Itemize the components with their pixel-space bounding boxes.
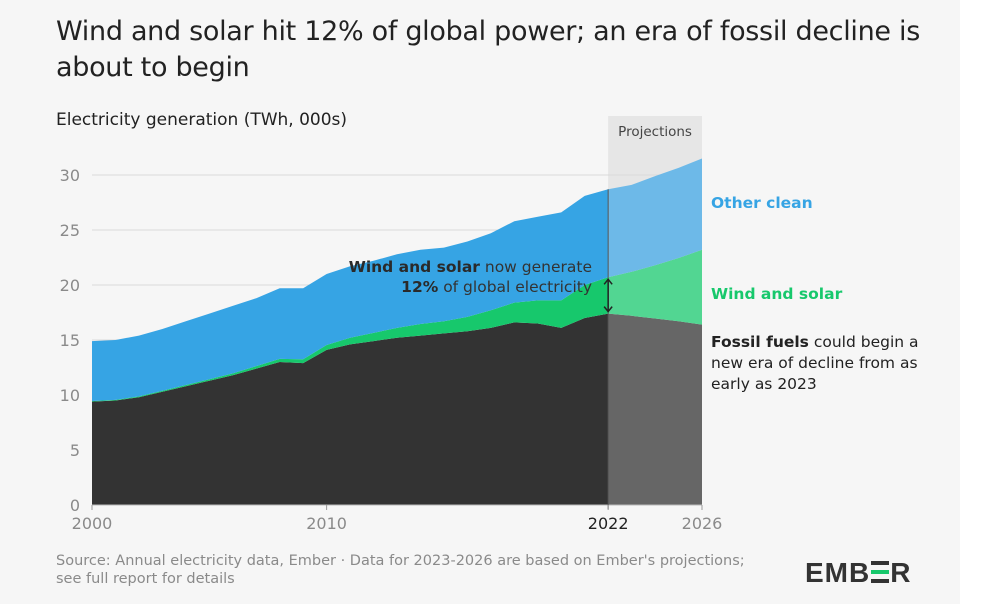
- y-tick-label: 25: [60, 221, 80, 240]
- x-tick-label: 2022: [588, 514, 629, 533]
- annotation-bold-2: 12%: [401, 278, 439, 296]
- area-fossil-fuels-projection: [608, 313, 702, 505]
- fossil-note-bold: Fossil fuels: [711, 333, 809, 351]
- logo-text: EMB: [805, 557, 871, 588]
- arrow-head-up: [603, 278, 613, 285]
- area-wind-and-solar-projection: [608, 249, 702, 325]
- y-tick-label: 5: [70, 441, 80, 460]
- area-other-clean: [92, 189, 609, 402]
- y-tick-label: 10: [60, 386, 80, 405]
- label-other-clean: Other clean: [711, 194, 813, 212]
- chart-title: Wind and solar hit 12% of global power; …: [56, 16, 920, 83]
- x-tick-label: 2026: [682, 514, 723, 533]
- fossil-note-text: could begin a new era of decline from as…: [711, 333, 919, 393]
- logo-text: R: [890, 557, 912, 588]
- area-other-clean-projection: [608, 158, 702, 278]
- source-note: Source: Annual electricity data, Ember ·…: [56, 553, 745, 587]
- annotation-text-2: of global electricity: [438, 278, 592, 296]
- y-tick-label: 15: [60, 331, 80, 350]
- annotation-bold-1: Wind and solar: [348, 258, 480, 276]
- y-tick-label: 30: [60, 166, 80, 185]
- x-tick-label: 2000: [72, 514, 113, 533]
- logo-e-bars: [871, 561, 890, 583]
- area-wind-and-solar: [92, 277, 609, 402]
- annotation-text-1: now generate: [479, 258, 592, 276]
- arrow-head-down: [603, 306, 613, 313]
- y-tick-label: 20: [60, 276, 80, 295]
- area-fossil-fuels: [92, 313, 609, 505]
- projection-label: Projections: [618, 124, 692, 140]
- label-fossil-fuels: Fossil fuels could begin a new era of de…: [711, 332, 951, 395]
- y-axis-label: Electricity generation (TWh, 000s): [56, 110, 348, 130]
- x-tick-label: 2010: [306, 514, 347, 533]
- label-wind-solar: Wind and solar: [711, 285, 843, 303]
- ember-logo: EMB R: [805, 557, 911, 589]
- wind-solar-annotation: Wind and solar now generate 12% of globa…: [300, 257, 592, 297]
- y-tick-label: 0: [70, 496, 80, 515]
